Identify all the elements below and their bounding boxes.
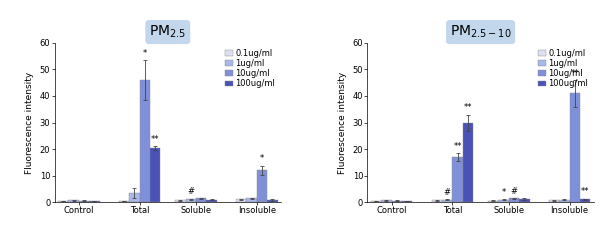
Text: **: ** bbox=[464, 104, 472, 113]
Text: **: ** bbox=[151, 135, 159, 144]
Bar bbox=[452, 157, 463, 202]
Text: #: # bbox=[444, 188, 451, 197]
Text: *: * bbox=[260, 154, 264, 164]
Bar bbox=[488, 201, 498, 202]
Bar bbox=[402, 201, 413, 202]
Bar bbox=[431, 200, 442, 202]
Bar bbox=[236, 199, 247, 202]
Text: **: ** bbox=[570, 69, 579, 78]
Text: *: * bbox=[143, 49, 147, 58]
Text: **: ** bbox=[581, 188, 590, 196]
Bar bbox=[267, 200, 278, 202]
Text: #: # bbox=[187, 188, 195, 196]
Bar bbox=[185, 199, 196, 202]
Bar bbox=[68, 200, 79, 202]
Bar bbox=[381, 200, 391, 202]
Bar bbox=[247, 198, 257, 202]
Title: PM$_{2.5-10}$: PM$_{2.5-10}$ bbox=[450, 24, 511, 40]
Bar bbox=[498, 200, 509, 202]
Bar bbox=[257, 170, 267, 202]
Bar bbox=[371, 201, 381, 202]
Bar bbox=[89, 201, 100, 202]
Bar bbox=[463, 123, 473, 202]
Bar bbox=[58, 201, 68, 202]
Y-axis label: Fluorescence intensity: Fluorescence intensity bbox=[25, 71, 34, 174]
Bar bbox=[509, 198, 519, 202]
Bar bbox=[175, 200, 185, 202]
Title: PM$_{2.5}$: PM$_{2.5}$ bbox=[149, 24, 187, 40]
Text: *: * bbox=[501, 188, 505, 197]
Y-axis label: Fluorescence intensity: Fluorescence intensity bbox=[338, 71, 347, 174]
Bar bbox=[580, 199, 590, 202]
Bar bbox=[442, 200, 452, 202]
Bar bbox=[570, 93, 580, 202]
Text: #: # bbox=[510, 187, 518, 196]
Text: **: ** bbox=[453, 142, 462, 151]
Bar bbox=[150, 148, 161, 202]
Bar bbox=[196, 198, 207, 202]
Bar bbox=[519, 199, 530, 202]
Bar bbox=[139, 80, 150, 202]
Legend: 0.1ug/ml, 1ug/ml, 10ug/ml, 100ug/ml: 0.1ug/ml, 1ug/ml, 10ug/ml, 100ug/ml bbox=[536, 47, 590, 90]
Bar bbox=[559, 200, 570, 202]
Legend: 0.1ug/ml, 1ug/ml, 10ug/ml, 100ug/ml: 0.1ug/ml, 1ug/ml, 10ug/ml, 100ug/ml bbox=[224, 47, 277, 90]
Bar bbox=[207, 200, 217, 202]
Bar bbox=[79, 201, 89, 202]
Bar bbox=[129, 193, 139, 202]
Bar bbox=[548, 200, 559, 202]
Bar bbox=[391, 201, 402, 202]
Bar bbox=[119, 201, 129, 202]
